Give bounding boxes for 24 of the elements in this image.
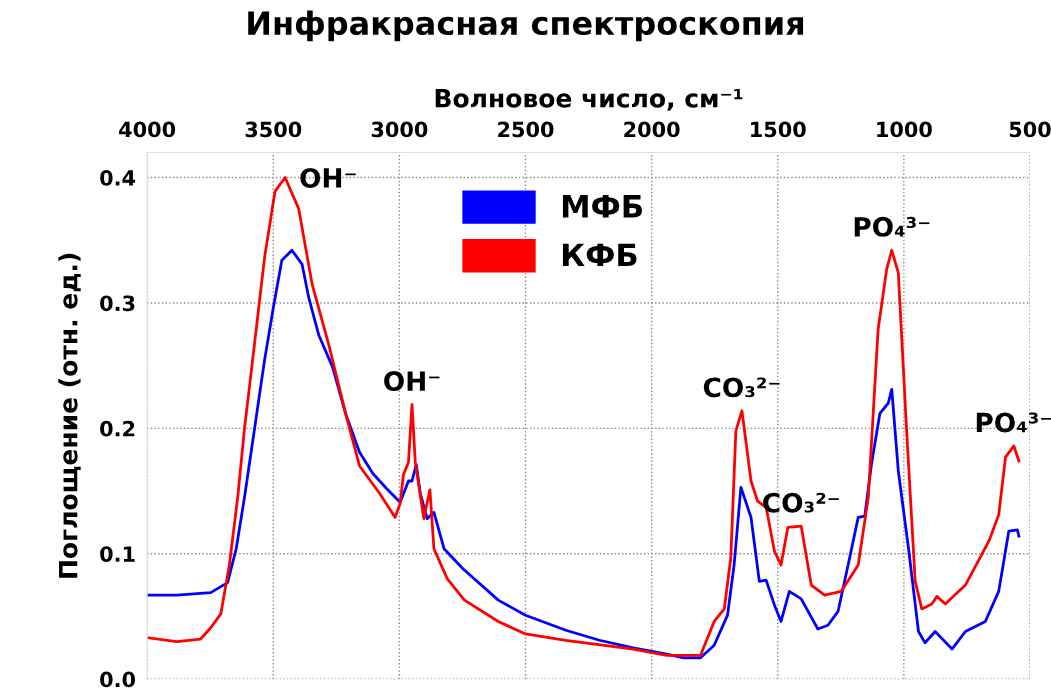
y-tick-label: 0.1 xyxy=(100,546,135,562)
x-tick-label: 500 xyxy=(1009,121,1051,138)
legend-label: КФБ xyxy=(562,243,637,266)
y-tick-label: 0.4 xyxy=(100,169,136,186)
legend-label: МФБ xyxy=(562,195,642,218)
x-axis-title: Волновое число, см⁻¹ xyxy=(435,88,743,111)
y-tick-label: 0.2 xyxy=(100,420,135,437)
y-tick-label: 0.3 xyxy=(100,295,135,312)
chart-title: Инфракрасная спектроскопия xyxy=(248,10,804,42)
annotation: CO₃²⁻ xyxy=(703,377,780,398)
x-tick-label: 3000 xyxy=(371,121,428,138)
annotation: PO₄³⁻ xyxy=(976,412,1051,433)
annotation: PO₄³⁻ xyxy=(854,216,930,237)
x-tick-label: 2500 xyxy=(498,121,554,138)
x-tick-label: 1500 xyxy=(751,121,806,138)
y-axis-title: Поглощение (отн. ед.) xyxy=(58,253,81,578)
x-tick-label: 3500 xyxy=(245,121,302,138)
x-tick-label: 4000 xyxy=(119,121,176,138)
x-tick-label: 1000 xyxy=(877,121,932,138)
annotation: OH⁻ xyxy=(384,371,440,392)
x-tick-label: 2000 xyxy=(624,121,680,138)
annotation: CO₃²⁻ xyxy=(763,492,839,513)
annotation: OH⁻ xyxy=(300,168,356,188)
y-tick-label: 0.0 xyxy=(100,671,136,688)
